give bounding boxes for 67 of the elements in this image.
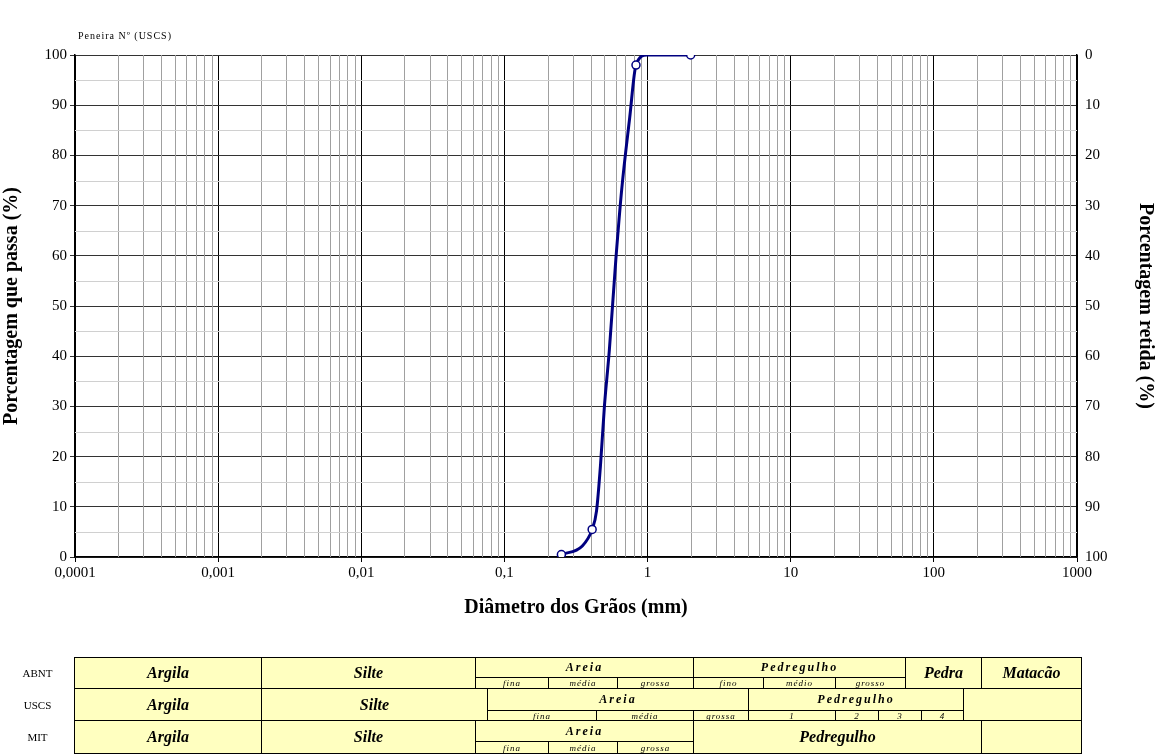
y-tick-label: 80 [52, 146, 67, 163]
y2-tick-label: 40 [1085, 246, 1100, 263]
text: 1 [748, 710, 836, 721]
y-tick-label: 10 [52, 497, 67, 514]
y-axis-title: Porcentagem que passa (%) [0, 187, 23, 425]
y2-tick-label: 10 [1085, 96, 1100, 113]
text: grossa [617, 677, 694, 689]
y2-tick-label: 20 [1085, 146, 1100, 163]
y2-tick-label: 0 [1085, 45, 1093, 62]
text: média [596, 710, 694, 721]
text: MIT [26, 730, 49, 745]
y2-tick-label: 60 [1085, 347, 1100, 364]
x-tick-label: 100 [922, 563, 946, 580]
text: 2 [835, 710, 879, 721]
text: Peneira Nº (USCS) [78, 30, 172, 41]
y2-tick-label: 70 [1085, 397, 1100, 414]
text: 3 [878, 710, 922, 721]
text: fina [487, 710, 597, 721]
x-tick-label: 0,001 [201, 563, 236, 580]
y2-tick-label: 80 [1085, 447, 1100, 464]
text: Silte [261, 657, 476, 689]
text: média [548, 741, 618, 754]
y-tick-label: 70 [52, 196, 67, 213]
text: Matacão [981, 657, 1082, 689]
y-tick-label: 50 [52, 296, 67, 313]
text: Argila [74, 657, 262, 689]
text: Pedra [905, 657, 982, 689]
text: fina [475, 677, 549, 689]
y-tick-label: 20 [52, 447, 67, 464]
text: grossa [693, 710, 749, 721]
x-tick-label: 0,1 [495, 563, 514, 580]
text: Pedregulho [693, 720, 982, 754]
x-tick-label: 10 [783, 563, 799, 580]
text: Pedregulho [748, 688, 964, 711]
y2-tick-label: 100 [1085, 547, 1108, 564]
text: fino [693, 677, 764, 689]
y-tick-label: 100 [44, 45, 67, 62]
y-tick-label: 90 [52, 96, 67, 113]
x-tick-label: 0,01 [348, 563, 375, 580]
text: Areia [475, 657, 694, 678]
text: Argila [74, 688, 262, 721]
x-tick-label: 1000 [1062, 563, 1092, 580]
text: Areia [475, 720, 694, 742]
text: ABNT [21, 666, 54, 681]
x-axis-title: Diâmetro dos Grãos (mm) [464, 595, 688, 619]
y-tick-label: 30 [52, 397, 67, 414]
text: 4 [921, 710, 964, 721]
text: Pedregulho [693, 657, 906, 678]
y-tick-label: 0 [59, 547, 67, 564]
text: média [548, 677, 618, 689]
text: Argila [74, 720, 262, 754]
text: Areia [487, 688, 749, 711]
y-tick-label: 40 [52, 347, 67, 364]
text: Silte [261, 688, 488, 721]
text: USCS [22, 697, 53, 713]
y2-tick-label: 30 [1085, 196, 1100, 213]
text: médio [763, 677, 836, 689]
text: fina [475, 741, 549, 754]
y2-tick-label: 50 [1085, 296, 1100, 313]
text: grossa [617, 741, 694, 754]
x-tick-label: 1 [643, 563, 652, 580]
text: Silte [261, 720, 476, 754]
y-tick-label: 60 [52, 246, 67, 263]
text: grosso [835, 677, 906, 689]
y2-tick-label: 90 [1085, 497, 1100, 514]
y2-axis-title: Porcentagem retida (%) [1134, 203, 1157, 409]
x-tick-label: 0,0001 [54, 563, 96, 580]
